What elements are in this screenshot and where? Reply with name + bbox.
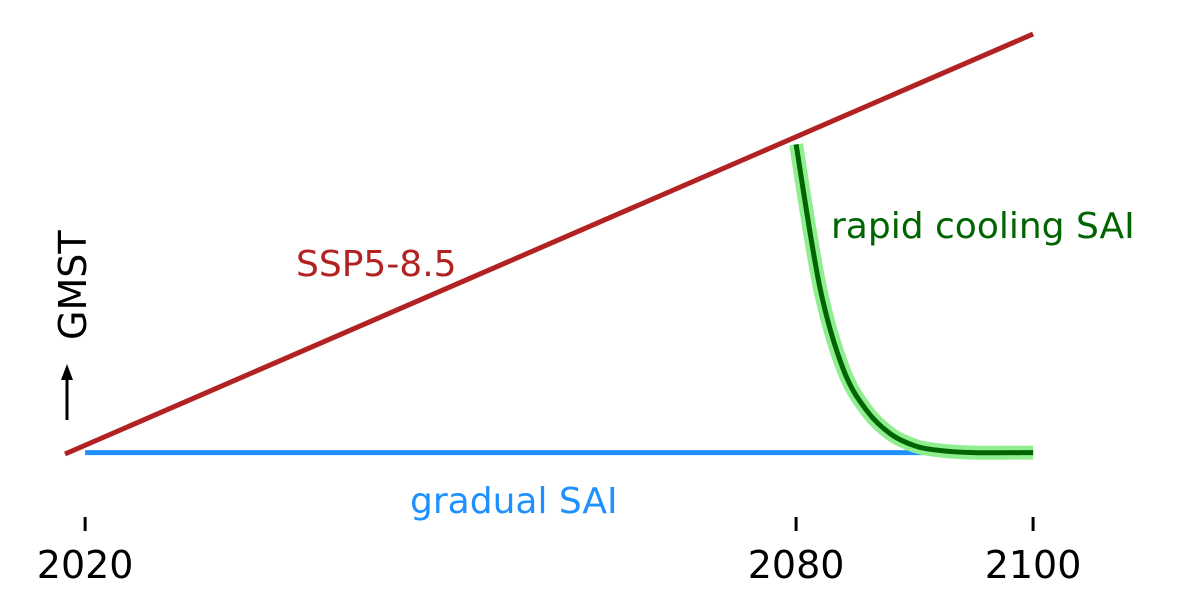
series-ssp585-line <box>64 31 1035 457</box>
x-tick-label: 2100 <box>985 543 1082 587</box>
series-rapid-cooling-sai-line <box>793 143 1034 456</box>
annotation-rapid-cooling-sai: rapid cooling SAI <box>831 206 1135 247</box>
annotation-gradual-sai: gradual SAI <box>410 481 618 522</box>
x-axis-ticks: 2020 2080 2100 <box>37 517 1082 587</box>
y-axis-label-group: GMST <box>51 230 95 420</box>
x-tick-label: 2080 <box>748 543 845 587</box>
y-axis-label: GMST <box>51 230 95 340</box>
y-axis-arrow-head <box>61 364 73 380</box>
series-layer <box>64 31 1035 460</box>
annotation-ssp585: SSP5-8.5 <box>296 244 457 285</box>
x-tick-label: 2020 <box>37 543 134 587</box>
series-rapid-cooling-sai-highlight <box>789 143 1034 460</box>
